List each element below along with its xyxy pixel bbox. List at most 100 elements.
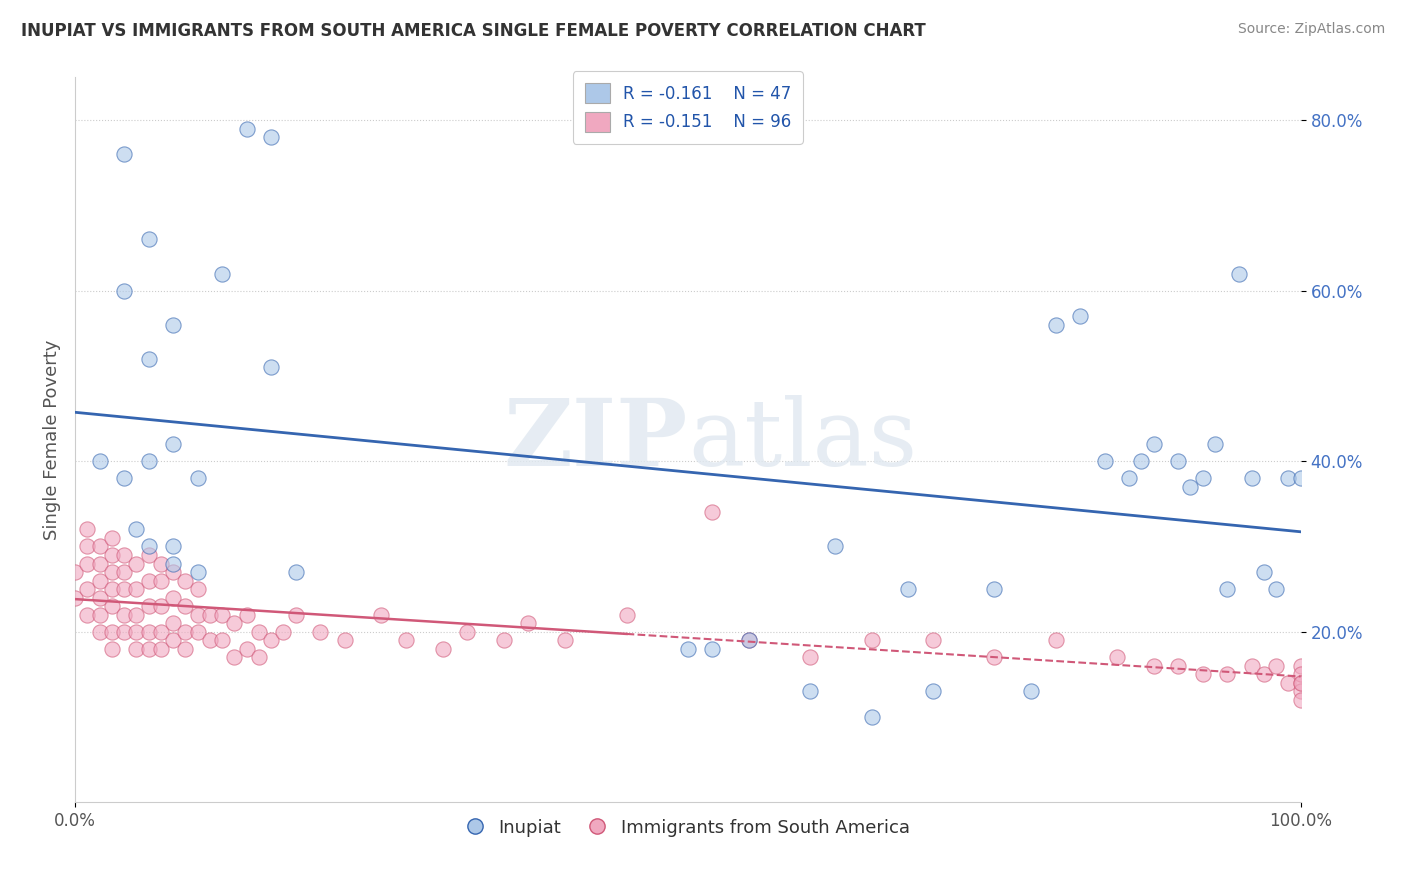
Point xyxy=(260,633,283,648)
Point xyxy=(492,633,515,648)
Point xyxy=(1265,658,1288,673)
Point xyxy=(1289,676,1312,690)
Point xyxy=(1118,471,1140,485)
Point xyxy=(1180,480,1202,494)
Point xyxy=(224,616,246,631)
Point xyxy=(1105,650,1128,665)
Point xyxy=(1130,454,1153,468)
Point xyxy=(211,607,233,622)
Point xyxy=(101,548,124,562)
Point xyxy=(138,624,160,639)
Point xyxy=(198,633,221,648)
Point xyxy=(187,565,209,579)
Text: atlas: atlas xyxy=(688,395,917,485)
Point xyxy=(138,351,160,366)
Point xyxy=(89,540,111,554)
Point xyxy=(1094,454,1116,468)
Point xyxy=(1216,667,1239,681)
Point xyxy=(138,454,160,468)
Point xyxy=(112,624,135,639)
Point xyxy=(101,641,124,656)
Point xyxy=(138,540,160,554)
Point xyxy=(138,548,160,562)
Point xyxy=(125,624,148,639)
Point xyxy=(922,684,945,698)
Point xyxy=(897,582,920,596)
Point xyxy=(309,624,332,639)
Point xyxy=(1142,658,1164,673)
Point xyxy=(162,591,184,605)
Point xyxy=(1240,471,1263,485)
Point xyxy=(1167,658,1189,673)
Point xyxy=(187,582,209,596)
Point xyxy=(89,574,111,588)
Point xyxy=(273,624,295,639)
Point xyxy=(162,557,184,571)
Point xyxy=(101,565,124,579)
Point xyxy=(125,641,148,656)
Point xyxy=(162,565,184,579)
Point xyxy=(922,633,945,648)
Point xyxy=(1142,437,1164,451)
Point xyxy=(284,607,307,622)
Point xyxy=(1277,676,1299,690)
Point xyxy=(149,624,172,639)
Point xyxy=(517,616,540,631)
Point xyxy=(1289,658,1312,673)
Point xyxy=(799,650,821,665)
Point xyxy=(260,360,283,375)
Point xyxy=(247,624,270,639)
Point xyxy=(89,557,111,571)
Point xyxy=(76,582,98,596)
Point xyxy=(456,624,478,639)
Point xyxy=(235,607,257,622)
Text: INUPIAT VS IMMIGRANTS FROM SOUTH AMERICA SINGLE FEMALE POVERTY CORRELATION CHART: INUPIAT VS IMMIGRANTS FROM SOUTH AMERICA… xyxy=(21,22,925,40)
Point xyxy=(211,267,233,281)
Point xyxy=(1216,582,1239,596)
Point xyxy=(112,548,135,562)
Point xyxy=(101,599,124,614)
Point xyxy=(112,582,135,596)
Point xyxy=(370,607,392,622)
Point xyxy=(149,557,172,571)
Point xyxy=(89,607,111,622)
Point xyxy=(187,471,209,485)
Point xyxy=(174,624,197,639)
Point xyxy=(125,522,148,536)
Point xyxy=(187,607,209,622)
Text: ZIP: ZIP xyxy=(503,395,688,485)
Point xyxy=(162,540,184,554)
Point xyxy=(174,574,197,588)
Point xyxy=(1167,454,1189,468)
Point xyxy=(983,650,1005,665)
Point xyxy=(247,650,270,665)
Point xyxy=(174,641,197,656)
Point xyxy=(799,684,821,698)
Point xyxy=(1227,267,1250,281)
Point xyxy=(395,633,418,648)
Point xyxy=(1045,633,1067,648)
Point xyxy=(1045,318,1067,332)
Point xyxy=(235,641,257,656)
Point xyxy=(149,641,172,656)
Point xyxy=(112,607,135,622)
Point xyxy=(983,582,1005,596)
Point xyxy=(89,591,111,605)
Point xyxy=(1019,684,1042,698)
Point xyxy=(860,710,883,724)
Point xyxy=(1289,676,1312,690)
Point xyxy=(138,232,160,246)
Point xyxy=(63,565,86,579)
Y-axis label: Single Female Poverty: Single Female Poverty xyxy=(44,340,60,540)
Point xyxy=(702,641,724,656)
Point xyxy=(162,437,184,451)
Point xyxy=(76,522,98,536)
Point xyxy=(149,599,172,614)
Point xyxy=(224,650,246,665)
Point xyxy=(1289,684,1312,698)
Point xyxy=(554,633,576,648)
Point xyxy=(1289,693,1312,707)
Point xyxy=(333,633,356,648)
Point xyxy=(1265,582,1288,596)
Point xyxy=(432,641,454,656)
